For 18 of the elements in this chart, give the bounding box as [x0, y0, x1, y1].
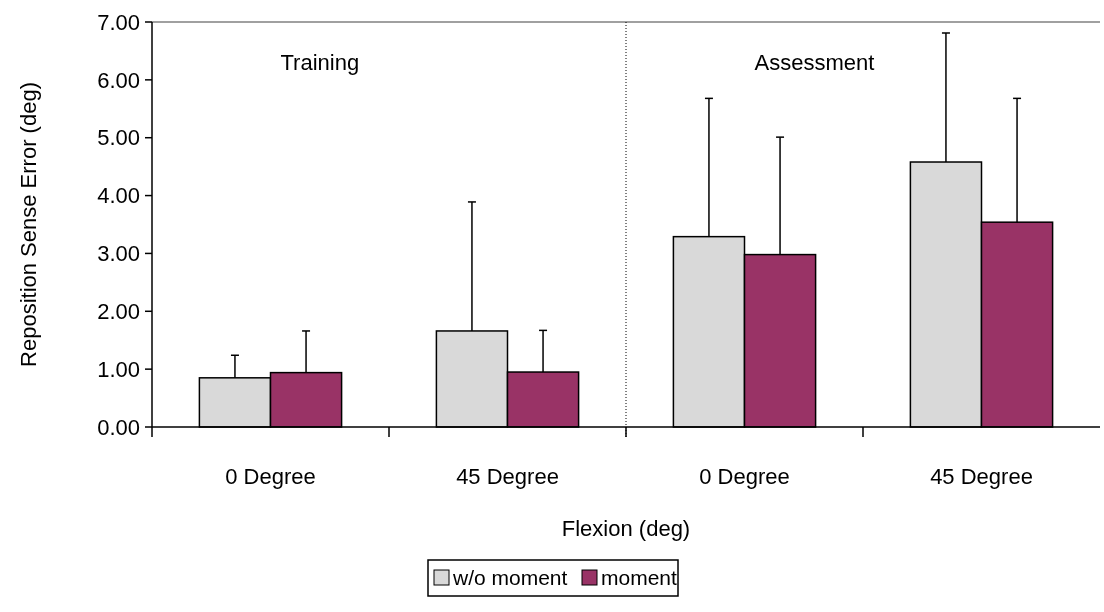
annotation: Training: [280, 50, 360, 75]
y-axis-title: Reposition Sense Error (deg): [16, 82, 41, 367]
y-tick-label: 6.00: [97, 67, 140, 93]
y-tick-label: 1.00: [97, 356, 140, 382]
annotation: Assessment: [754, 50, 875, 75]
legend-label: moment: [601, 566, 678, 590]
x-tick-label: 0 Degree: [699, 464, 790, 489]
y-tick-label: 7.00: [97, 9, 140, 35]
x-tick-label: 0 Degree: [225, 464, 316, 489]
y-tick-label: 5.00: [97, 125, 140, 151]
x-axis-title: Flexion (deg): [561, 516, 691, 541]
y-tick-label: 2.00: [97, 298, 140, 324]
x-tick-label: 45 Degree: [456, 464, 559, 489]
x-tick-label: 45 Degree: [930, 464, 1033, 489]
y-tick-label: 3.00: [97, 241, 140, 267]
legend-label: w/o moment: [452, 566, 568, 590]
y-tick-label: 0.00: [97, 414, 140, 440]
y-tick-label: 4.00: [97, 183, 140, 209]
